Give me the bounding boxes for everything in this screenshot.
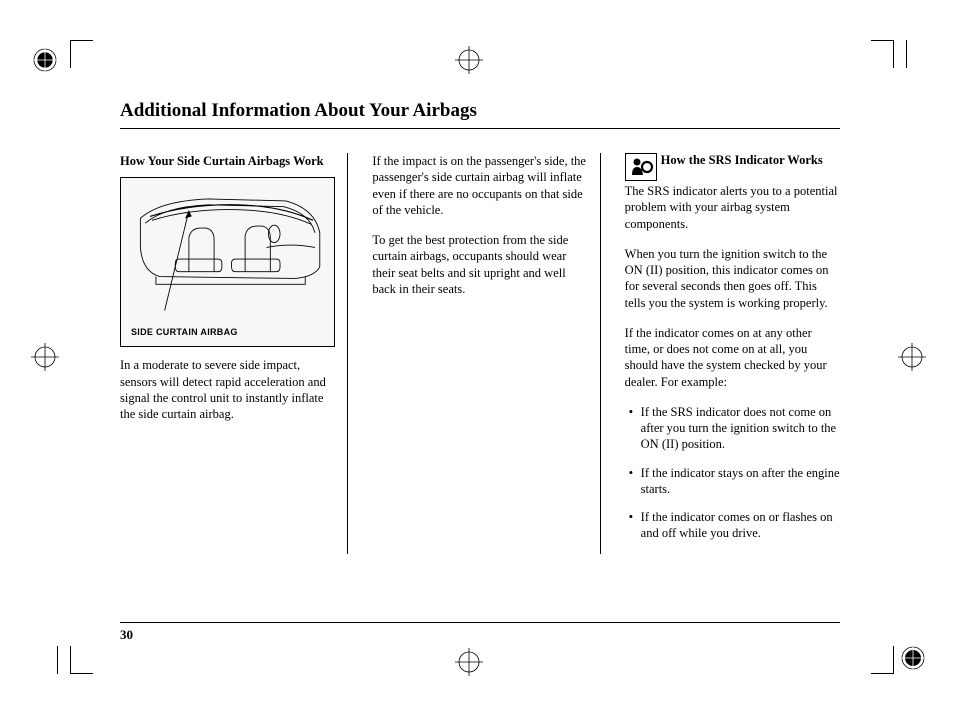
crop-mark [871,40,894,41]
column-layout: How Your Side Curtain Airbags Work [120,153,840,554]
crop-mark [70,646,71,674]
bullet-item: If the indicator stays on after the engi… [625,465,840,498]
crop-mark [70,40,71,68]
crop-mark [906,40,907,68]
col3-paragraph-3: If the indicator comes on at any other t… [625,325,840,390]
registration-mark-icon [31,343,59,371]
diagram-label: SIDE CURTAIN AIRBAG [131,327,238,339]
col3-paragraph-1: The SRS indicator alerts you to a potent… [625,183,840,232]
registration-mark-icon [898,343,926,371]
crop-mark [893,646,894,674]
crop-mark [57,646,58,674]
bullet-item: If the SRS indicator does not come on af… [625,404,840,453]
col2-paragraph-2: To get the best protection from the side… [372,232,587,297]
crop-mark [70,40,93,41]
registration-mark-icon [31,46,59,74]
col1-subhead: How Your Side Curtain Airbags Work [120,153,335,169]
column-1: How Your Side Curtain Airbags Work [120,153,348,554]
col3-paragraph-2: When you turn the ignition switch to the… [625,246,840,311]
side-curtain-airbag-diagram: SIDE CURTAIN AIRBAG [120,177,335,347]
registration-mark-icon [455,648,483,676]
bullet-item: If the indicator comes on or flashes on … [625,509,840,542]
page-title: Additional Information About Your Airbag… [120,100,840,129]
crop-mark [871,673,894,674]
col2-paragraph-1: If the impact is on the passenger's side… [372,153,587,218]
col1-paragraph: In a moderate to severe side impact, sen… [120,357,335,422]
crop-mark [70,673,93,674]
column-2: If the impact is on the passenger's side… [372,153,600,554]
srs-heading: How the SRS Indicator Works [625,153,840,181]
srs-indicator-icon [625,153,657,181]
col3-bullet-list: If the SRS indicator does not come on af… [625,404,840,542]
crop-mark [893,40,894,68]
page-number: 30 [120,622,840,643]
col3-subhead: How the SRS Indicator Works [661,153,840,167]
registration-mark-icon [455,46,483,74]
column-3: How the SRS Indicator Works The SRS indi… [625,153,840,554]
page-content: Additional Information About Your Airbag… [120,100,840,554]
registration-mark-icon [899,644,927,672]
